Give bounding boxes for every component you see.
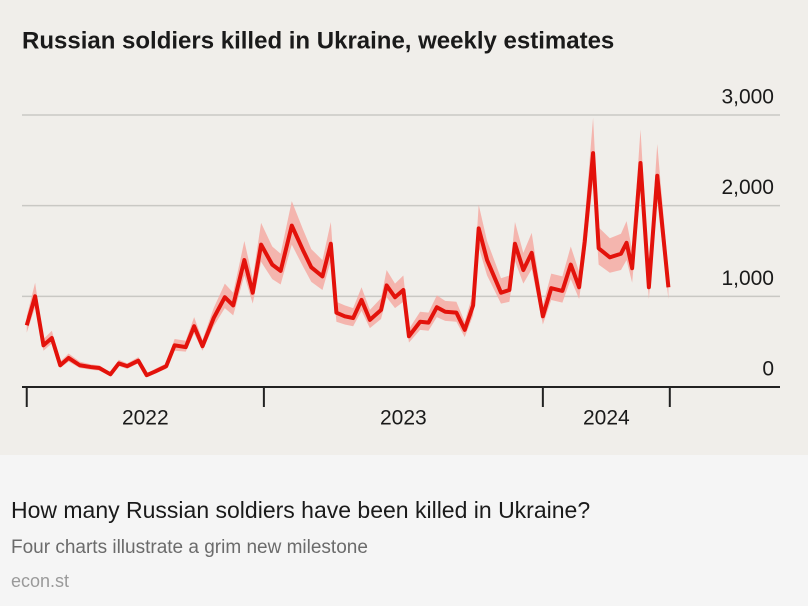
x-tick-label: 2023 — [380, 407, 427, 430]
x-tick-label: 2024 — [583, 407, 630, 430]
estimate-line — [24, 151, 671, 378]
domain: econ.st — [11, 571, 70, 591]
chart: Russian soldiers killed in Ukraine, week… — [0, 0, 808, 455]
chart-background — [0, 0, 808, 455]
card-text: How many Russian soldiers have been kill… — [0, 455, 808, 606]
y-tick-label: 2,000 — [721, 176, 774, 199]
chart-title: Russian soldiers killed in Ukraine, week… — [22, 27, 614, 54]
y-tick-label: 1,000 — [721, 267, 774, 290]
y-tick-label: 3,000 — [721, 86, 774, 109]
headline: How many Russian soldiers have been kill… — [11, 497, 591, 523]
description: Four charts illustrate a grim new milest… — [11, 537, 368, 558]
y-tick-label: 0 — [762, 358, 774, 381]
x-tick-label: 2022 — [122, 407, 169, 430]
